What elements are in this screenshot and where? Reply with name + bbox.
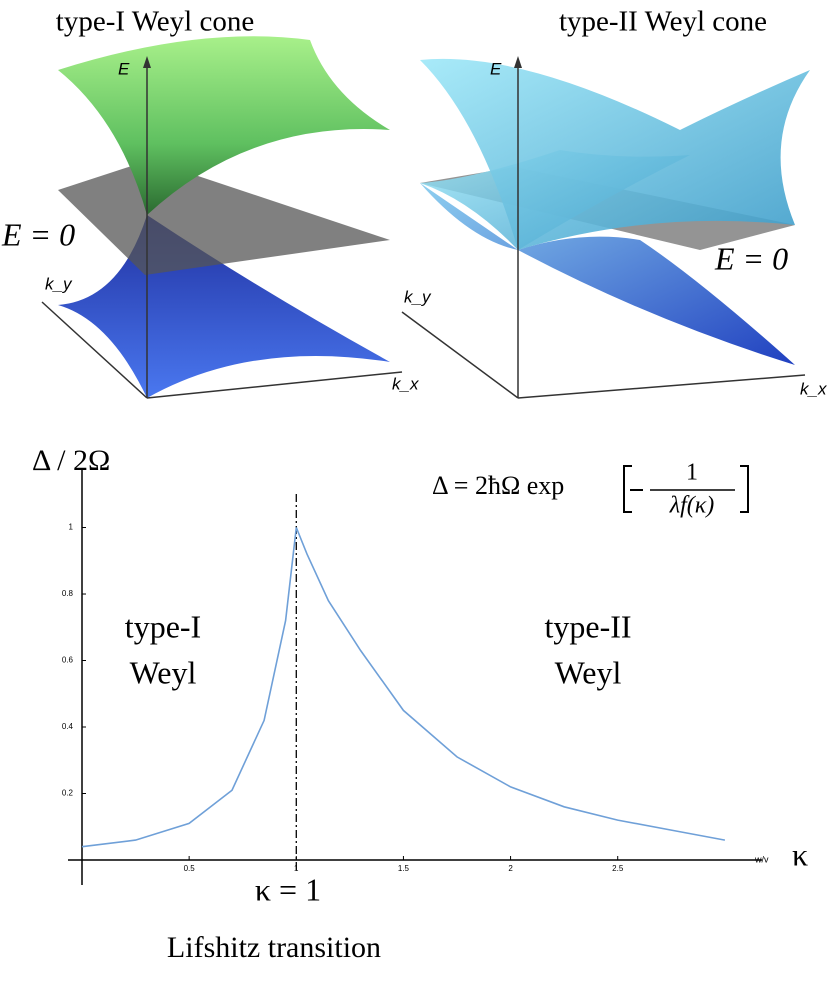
x-axis-title: κ bbox=[792, 836, 808, 872]
title: type-II Weyl cone bbox=[559, 6, 767, 38]
axis-label: k_x bbox=[392, 374, 419, 393]
zero-plane bbox=[58, 160, 390, 275]
ky-axis bbox=[401, 311, 519, 399]
axis-label: E bbox=[490, 59, 502, 78]
annotation: Weyl bbox=[130, 654, 197, 690]
plane-label: E = 0 bbox=[1, 216, 75, 252]
kx-axis bbox=[146, 371, 403, 399]
type-one-diagram: type-I Weyl cone E k_y k_x E = 0 bbox=[1, 6, 419, 399]
title: type-I Weyl cone bbox=[56, 6, 254, 38]
formula: λf(κ) bbox=[669, 493, 715, 519]
annotation: Weyl bbox=[555, 654, 622, 690]
y-tick-label: 1 bbox=[69, 523, 74, 532]
y-tick-label: 0.4 bbox=[62, 722, 74, 731]
y-tick-label: 0.6 bbox=[62, 656, 74, 665]
plane-label: E = 0 bbox=[714, 240, 788, 276]
kx-axis bbox=[517, 374, 806, 399]
formula: 1 bbox=[686, 460, 698, 486]
axis-label: k_x bbox=[800, 379, 827, 398]
type-two-diagram: type-II Weyl cone E k_y k_x E = 0 bbox=[401, 6, 827, 399]
annotation: type-II bbox=[544, 608, 631, 644]
lower-cone bbox=[420, 183, 795, 365]
annotation: type-I bbox=[125, 608, 201, 644]
y-axis-title: Δ / 2Ω bbox=[32, 444, 110, 477]
arrow bbox=[143, 56, 151, 68]
annotation: Lifshitz transition bbox=[167, 931, 381, 964]
axis-label: E bbox=[118, 59, 130, 78]
bracket bbox=[623, 465, 749, 513]
x-tick-label: 1.5 bbox=[398, 864, 410, 873]
upper-cone bbox=[420, 58, 810, 251]
annotation: κ = 1 bbox=[255, 871, 321, 907]
y-tick-label: 0.8 bbox=[62, 589, 74, 598]
x-tick-label: 2 bbox=[508, 864, 513, 873]
x-unit: w/v bbox=[754, 854, 769, 864]
axis-label: k_y bbox=[45, 274, 73, 293]
x-tick-label: 0.5 bbox=[184, 864, 196, 873]
x-tick-label: 2.5 bbox=[612, 864, 624, 873]
curve bbox=[81, 527, 726, 848]
axis-label: k_y bbox=[404, 287, 432, 306]
ky-axis bbox=[41, 301, 148, 399]
arrow bbox=[514, 56, 522, 68]
formula: Δ = 2ħΩ exp bbox=[432, 471, 564, 500]
y-tick-label: 0.2 bbox=[62, 789, 74, 798]
upper-cone bbox=[58, 36, 390, 215]
chart: Δ / 2Ω κ w/v Δ = 2ħΩ exp 1 λf(κ) type-I … bbox=[32, 444, 808, 964]
